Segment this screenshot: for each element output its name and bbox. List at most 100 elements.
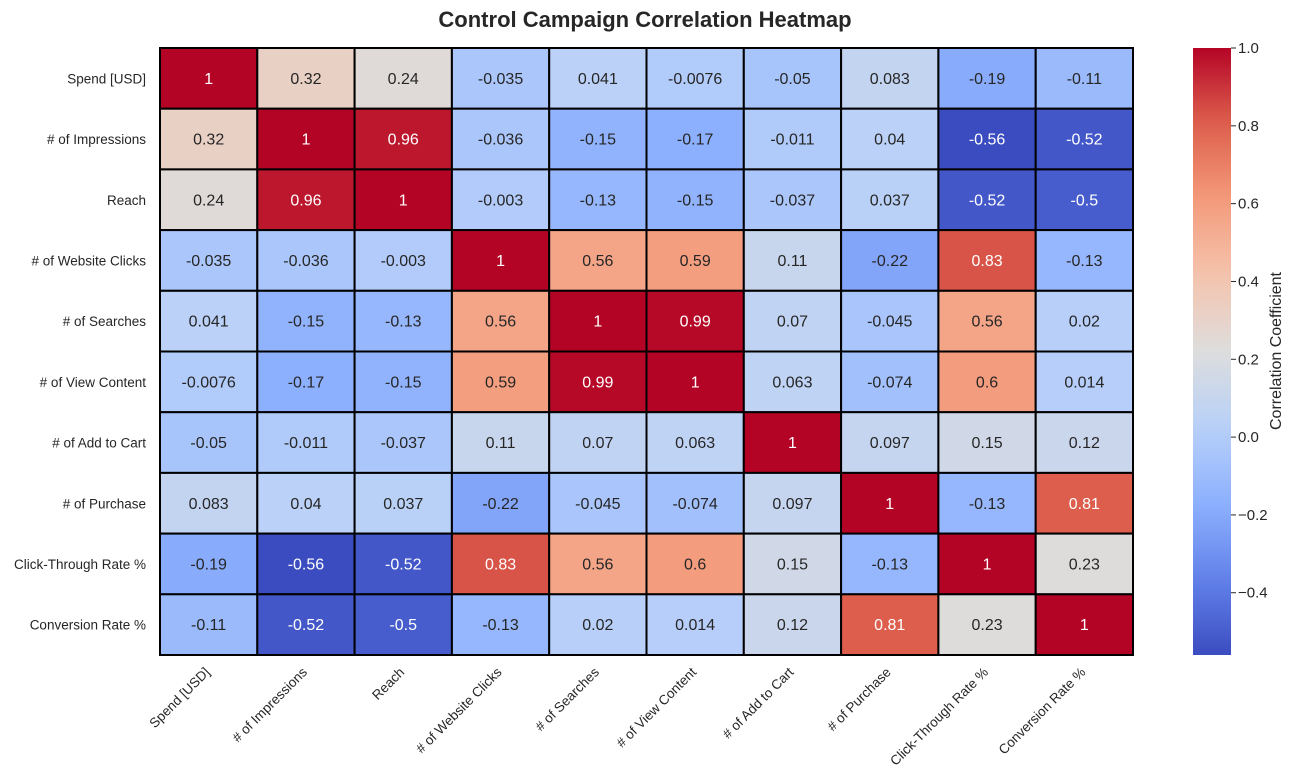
heatmap-cells: 1 0.32 0.24 -0.035 0.041 -0.0076 -0.05 0.083 -0.… <box>159 47 1134 656</box>
heatmap-cell <box>548 471 648 535</box>
cell-value-label: -0.13 <box>1066 253 1103 270</box>
cell-value-label: 1 <box>496 253 505 270</box>
cell-value-label: -0.52 <box>1066 132 1103 149</box>
cell-value-label: 0.083 <box>870 71 910 88</box>
cell-value-label: -0.15 <box>580 132 617 149</box>
heatmap-cell <box>840 107 940 171</box>
cell-value-label: -0.0076 <box>668 71 722 88</box>
cell-value-label: 0.24 <box>388 71 419 88</box>
heatmap-cell <box>1034 471 1134 535</box>
cell-value-label: 0.6 <box>976 374 998 391</box>
heatmap-cell <box>937 411 1037 474</box>
cell-value-label: -0.5 <box>389 617 417 634</box>
heatmap-cell <box>840 168 940 232</box>
cell-value-label: 0.15 <box>971 435 1002 452</box>
column-label: # of Website Clicks <box>413 664 505 756</box>
colorbar-gradient <box>1193 48 1231 655</box>
heatmap-cell <box>548 289 648 353</box>
cell-value-label: 1 <box>691 374 700 391</box>
cell-value-label: 0.12 <box>777 617 808 634</box>
cell-value-label: -0.045 <box>867 314 912 331</box>
column-label: Reach <box>369 665 407 703</box>
row-label: Reach <box>107 193 146 208</box>
heatmap-cell <box>450 350 551 414</box>
cell-value-label: 0.037 <box>383 496 423 513</box>
cell-value-label: -0.17 <box>677 132 714 149</box>
colorbar-tick-label: 0.4 <box>1238 273 1259 290</box>
cell-value-label: 0.07 <box>777 314 808 331</box>
cell-value-label: -0.11 <box>191 617 226 634</box>
column-label: # of Add to Cart <box>720 664 797 741</box>
heatmap-cell <box>742 471 843 535</box>
cell-value-label: 0.11 <box>486 435 516 452</box>
cell-value-label: -0.13 <box>872 556 909 573</box>
cell-value-label: -0.52 <box>288 617 325 634</box>
heatmap-cell <box>645 289 745 353</box>
cell-value-label: 1 <box>204 71 213 88</box>
heatmap-cell <box>256 168 356 232</box>
cell-value-label: -0.011 <box>284 435 328 452</box>
cell-value-label: -0.003 <box>381 253 426 270</box>
heatmap-cell <box>159 168 259 232</box>
cell-value-label: 0.097 <box>870 435 910 452</box>
cell-value-label: -0.045 <box>575 496 620 513</box>
cell-value-label: 0.83 <box>485 556 516 573</box>
cell-value-label: 0.96 <box>290 192 321 209</box>
cell-value-label: -0.17 <box>288 374 325 391</box>
heatmap-cell <box>256 47 356 110</box>
cell-value-label: 0.81 <box>874 617 905 634</box>
heatmap-cell <box>840 471 940 535</box>
cell-value-label: 0.96 <box>388 132 419 149</box>
column-label: Conversion Rate % <box>996 665 1089 758</box>
heatmap-cell <box>1034 289 1134 353</box>
cell-value-label: 0.04 <box>290 496 321 513</box>
cell-value-label: 1 <box>885 496 894 513</box>
row-label: # of Impressions <box>47 132 146 147</box>
heatmap-cell <box>548 532 648 596</box>
heatmap-cell <box>159 229 259 292</box>
cell-value-label: 0.02 <box>1069 314 1100 331</box>
heatmap-cell <box>548 350 648 414</box>
heatmap-cell <box>742 168 843 232</box>
heatmap-cell <box>548 593 648 656</box>
cell-value-label: -0.52 <box>969 192 1006 209</box>
cell-value-label: 0.063 <box>675 435 715 452</box>
heatmap-cell <box>645 593 745 656</box>
cell-value-label: 0.014 <box>675 617 715 634</box>
cell-value-label: -0.22 <box>482 496 519 513</box>
heatmap-cell <box>1034 168 1134 232</box>
cell-value-label: -0.037 <box>770 192 815 209</box>
row-label: # of Add to Cart <box>52 436 146 451</box>
cell-value-label: -0.035 <box>186 253 231 270</box>
heatmap-cell <box>645 107 745 171</box>
heatmap-cell <box>937 289 1037 353</box>
cell-value-label: -0.15 <box>677 192 714 209</box>
heatmap-cell <box>353 471 453 535</box>
heatmap-cell <box>353 593 453 656</box>
cell-value-label: -0.19 <box>969 71 1006 88</box>
column-labels: Spend [USD] # of Impressions Reach # of Web… <box>146 664 1088 768</box>
row-label: # of Purchase <box>63 496 146 511</box>
colorbar-tick-label: −0.2 <box>1238 507 1268 524</box>
cell-value-label: 0.56 <box>971 314 1002 331</box>
heatmap-cell <box>1034 47 1134 110</box>
cell-value-label: -0.011 <box>770 132 814 149</box>
heatmap-cell <box>742 532 843 596</box>
cell-value-label: 0.11 <box>777 253 807 270</box>
cell-value-label: 0.15 <box>777 556 808 573</box>
cell-value-label: 0.02 <box>582 617 613 634</box>
heatmap-cell <box>840 47 940 110</box>
heatmap-cell <box>645 350 745 414</box>
column-label: # of Purchase <box>824 665 894 735</box>
row-label: # of Searches <box>63 314 147 329</box>
row-label: Click-Through Rate % <box>14 557 146 572</box>
heatmap-cell <box>937 471 1037 535</box>
heatmap-cell <box>159 593 259 656</box>
heatmap-cell <box>937 593 1037 656</box>
heatmap-cell <box>256 532 356 596</box>
colorbar-tick-label: −0.4 <box>1238 585 1268 602</box>
heatmap-cell <box>353 168 453 232</box>
column-label: # of Impressions <box>229 664 310 745</box>
cell-value-label: -0.05 <box>190 435 227 452</box>
heatmap-cell <box>742 229 843 292</box>
